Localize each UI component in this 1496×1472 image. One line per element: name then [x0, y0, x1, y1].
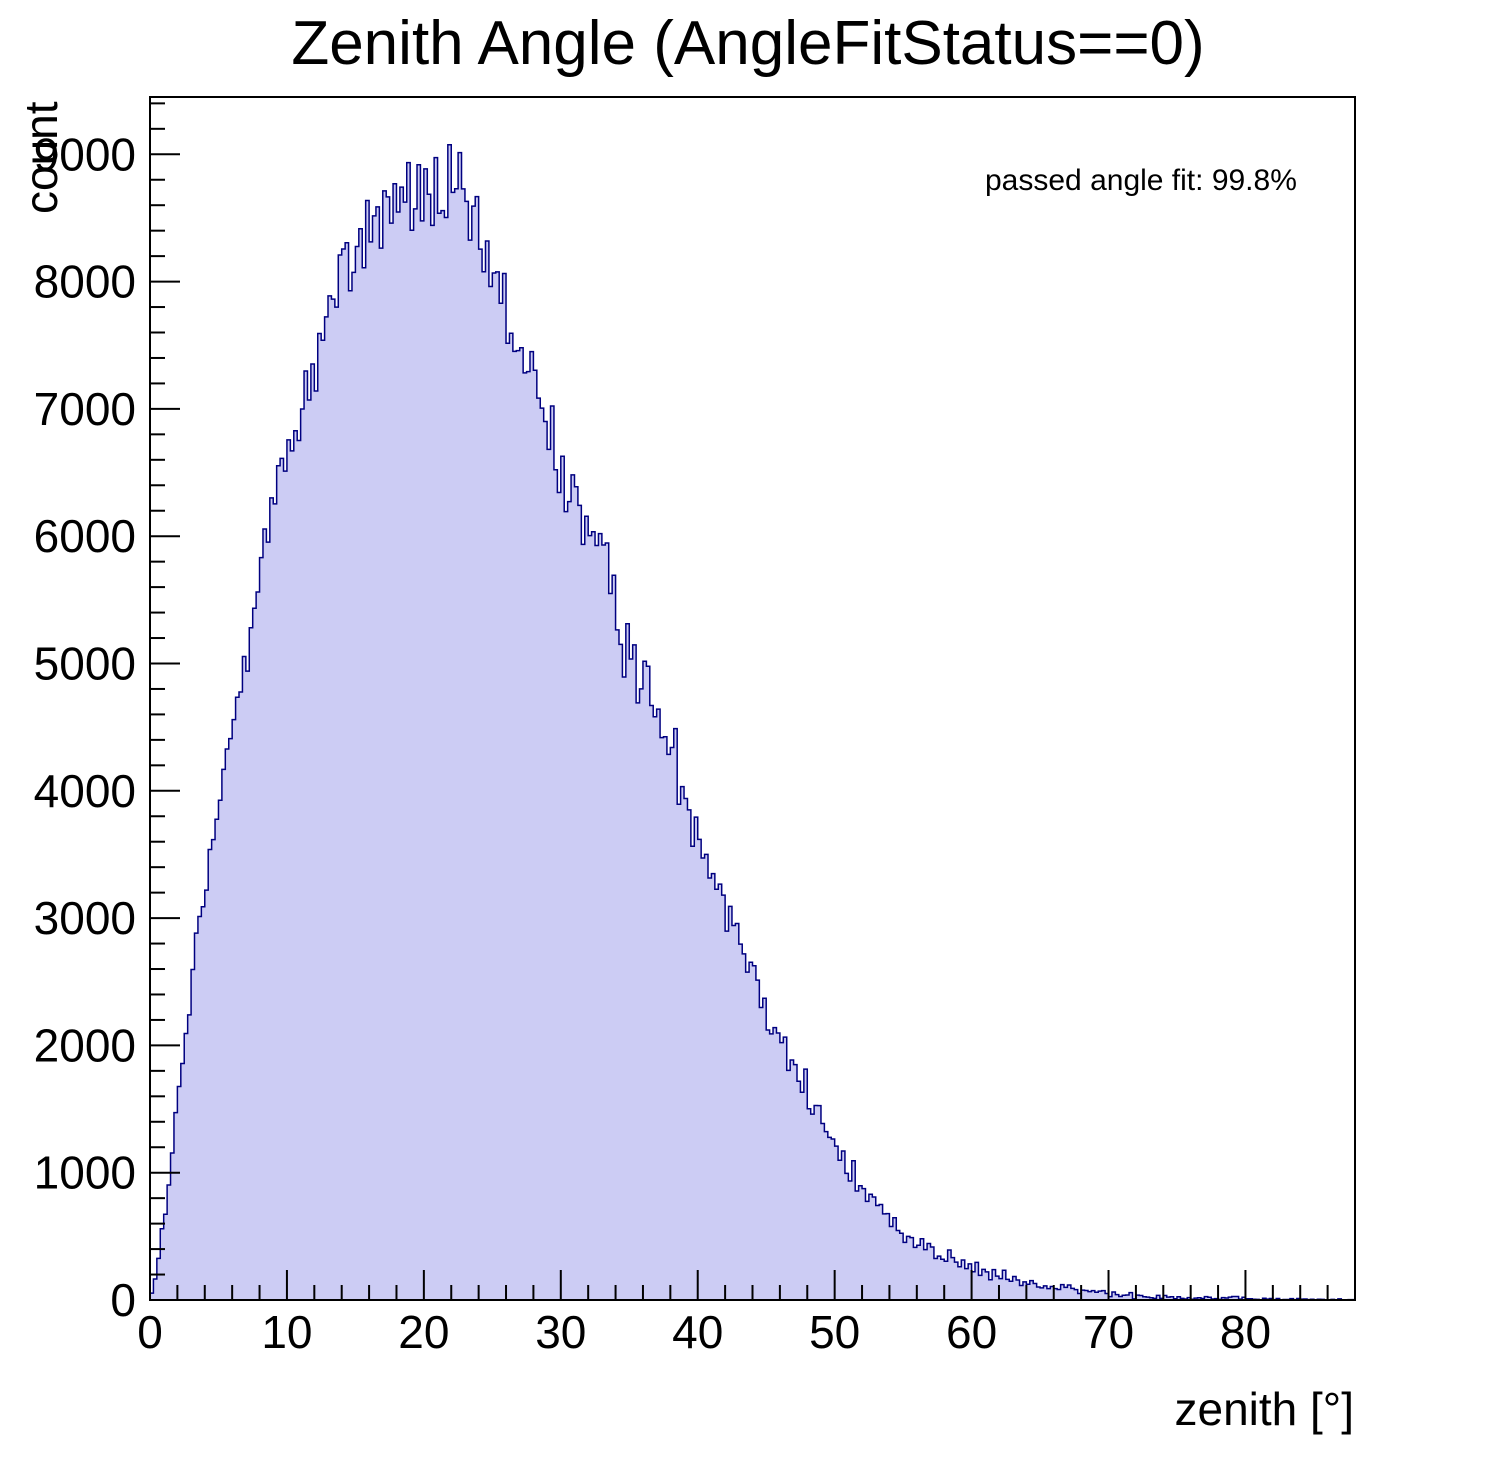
x-tick-label: 10: [261, 1306, 312, 1358]
x-tick-label: 80: [1220, 1306, 1271, 1358]
x-tick-label: 0: [137, 1306, 163, 1358]
x-tick-label: 70: [1083, 1306, 1134, 1358]
x-tick-label: 40: [672, 1306, 723, 1358]
y-tick-label: 3000: [34, 892, 136, 944]
x-tick-label: 60: [946, 1306, 997, 1358]
histogram-series: [149, 143, 1356, 1301]
y-tick-label: 6000: [34, 510, 136, 562]
y-tick-label: 1000: [34, 1147, 136, 1199]
x-tick-label: 50: [809, 1306, 860, 1358]
y-tick-label: 2000: [34, 1019, 136, 1071]
x-tick-label: 20: [398, 1306, 449, 1358]
y-tick-label: 8000: [34, 256, 136, 308]
x-axis-label: zenith [°]: [1174, 1383, 1355, 1435]
y-tick-label: 0: [110, 1274, 136, 1326]
chart-title: Zenith Angle (AngleFitStatus==0): [291, 9, 1205, 78]
y-tick-label: 4000: [34, 765, 136, 817]
x-tick-label: 30: [535, 1306, 586, 1358]
y-tick-label: 9000: [34, 128, 136, 180]
annotation-passed-angle-fit: passed angle fit: 99.8%: [985, 164, 1297, 197]
y-tick-label: 5000: [34, 637, 136, 689]
y-tick-label: 7000: [34, 383, 136, 435]
